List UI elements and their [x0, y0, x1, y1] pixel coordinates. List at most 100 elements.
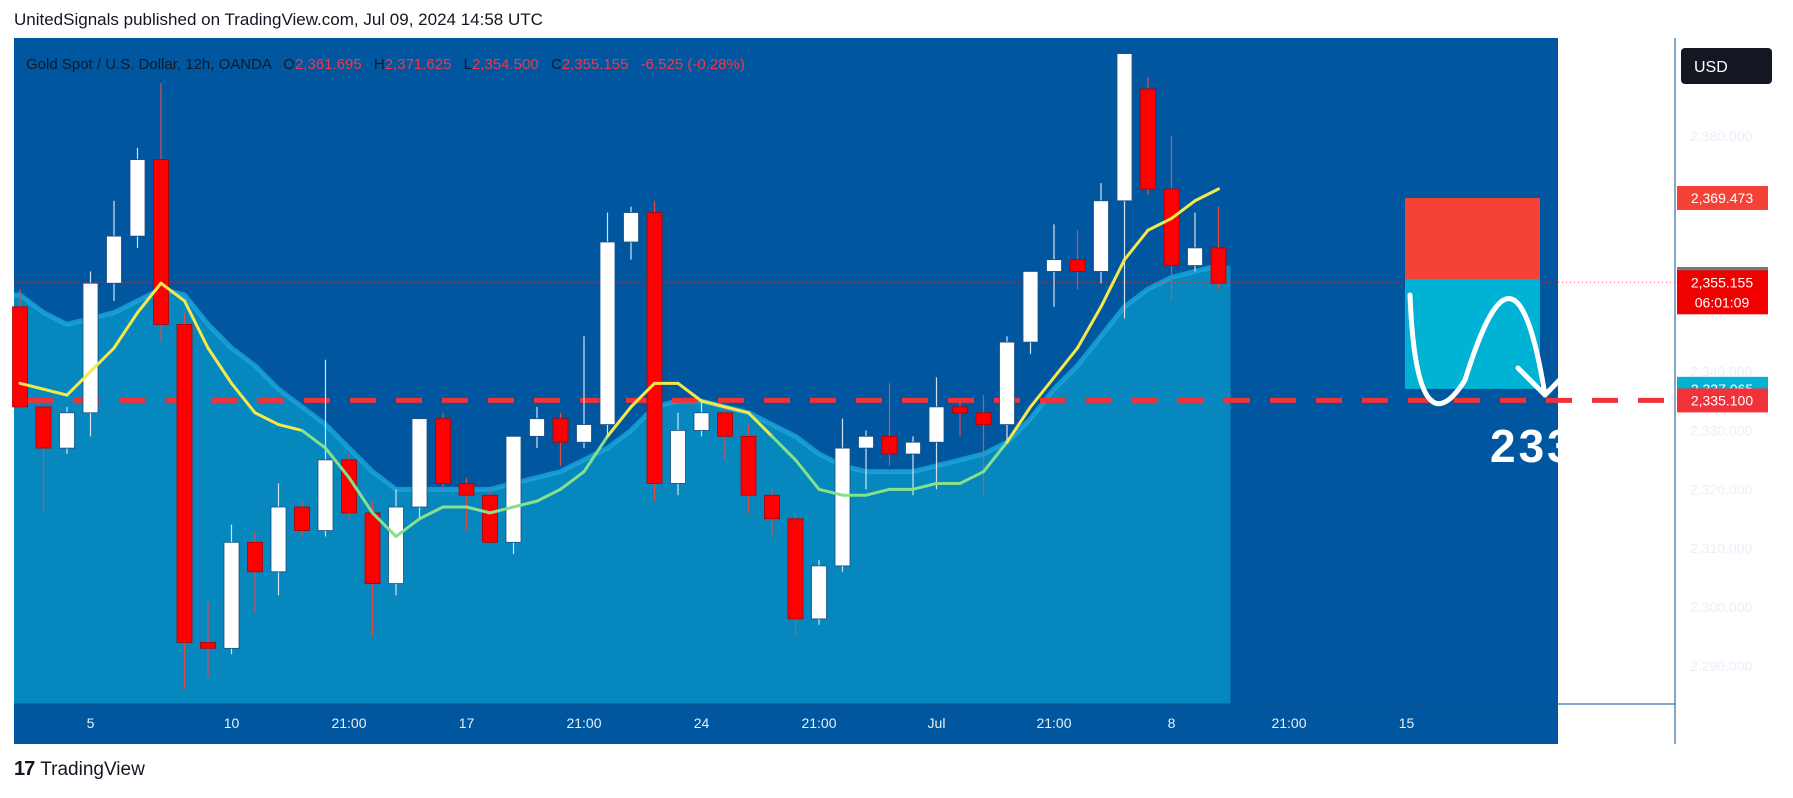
candle: [1210, 206, 1227, 290]
candle-body: [576, 424, 592, 443]
price-label: 2,335.100: [1677, 388, 1768, 413]
ma-segment: [958, 470, 985, 485]
price-axis[interactable]: 2,290.000 2,300.000 2,310.000 2,320.000 2,33…: [1690, 128, 1752, 674]
ma-segment: [65, 370, 92, 397]
candle-body: [529, 418, 545, 437]
candle: [294, 501, 310, 537]
candle: [505, 435, 522, 555]
ma-segment: [1099, 258, 1126, 309]
candle: [270, 483, 287, 596]
ma-segment: [18, 381, 45, 391]
candle-body: [1140, 88, 1156, 190]
candle: [106, 200, 122, 301]
candle-body: [176, 324, 193, 643]
candle-body: [458, 483, 475, 496]
x-tick-label: Jul: [928, 715, 946, 731]
moving-average-line: [18, 187, 1220, 538]
candle: [623, 206, 639, 260]
price-label: 2,355.155 06:01:09: [1677, 270, 1768, 315]
candle: [388, 489, 404, 596]
candle: [999, 336, 1015, 443]
candle-body: [482, 494, 498, 543]
candle: [1116, 53, 1133, 319]
projection-drawing[interactable]: [1407, 292, 1576, 407]
price-label-box: [1677, 185, 1768, 210]
candle-body: [787, 518, 804, 620]
x-tick-label: 24: [694, 715, 710, 731]
ma-segment: [606, 405, 633, 438]
price-axis-labels: 2,369.4732,355.7242,355.15506:01:092,337…: [1677, 185, 1768, 413]
candle-body: [928, 406, 945, 443]
candle: [552, 412, 569, 466]
candle-body: [1022, 271, 1039, 343]
candle-body: [670, 430, 686, 484]
candle: [200, 601, 216, 678]
candle: [952, 401, 968, 437]
candle-body: [552, 418, 569, 443]
ma-segment: [1076, 305, 1103, 350]
candle-body: [388, 506, 404, 584]
candle: [905, 436, 921, 496]
ma-segment: [488, 505, 515, 515]
candle: [599, 212, 616, 437]
ma-segment: [676, 381, 703, 403]
x-tick-label: 21:00: [331, 715, 366, 731]
candle-body: [646, 212, 663, 484]
candle-body: [975, 412, 992, 425]
candle-body: [247, 541, 263, 573]
y-tick-label: 2,300.000: [1690, 599, 1752, 615]
candle: [1069, 230, 1086, 290]
legend-low: 2,354.500: [472, 56, 539, 73]
ma-segment: [559, 470, 586, 491]
price-label: 2,369.473: [1677, 185, 1768, 210]
ma-segment: [230, 381, 257, 415]
candle-body: [106, 235, 122, 284]
candle: [928, 377, 945, 490]
tradingview-logo: 17: [14, 758, 35, 780]
currency-button[interactable]: USD: [1681, 48, 1772, 84]
ma-segment: [371, 511, 398, 538]
y-tick-label: 2,380.000: [1690, 128, 1752, 144]
legend-open-label: O: [283, 56, 295, 73]
candle: [82, 271, 99, 437]
candle: [693, 401, 710, 437]
time-axis[interactable]: 5 10 21:00 17 21:00 24 21:00 Jul 21:00 8 21:00 15: [87, 715, 1415, 731]
price-label-text: 2,369.473: [1691, 190, 1753, 206]
candle-body: [12, 306, 28, 408]
area-fill: [14, 265, 1231, 704]
ma-segment: [700, 399, 727, 409]
candle: [576, 336, 592, 449]
candle-body: [364, 512, 381, 584]
ma-segment: [1170, 199, 1197, 220]
legend-open: 2,361.695: [295, 56, 362, 73]
candle-body: [59, 412, 75, 449]
ma-segment: [982, 440, 1009, 474]
legend-symbol: Gold Spot / U.S. Dollar, 12h, OANDA: [26, 56, 272, 73]
ma-segment: [42, 387, 69, 397]
candle: [411, 418, 428, 519]
x-tick-label: 17: [459, 715, 475, 731]
candle: [670, 412, 686, 496]
candle-body: [599, 241, 616, 425]
projection-wave: [1407, 292, 1548, 407]
candle: [764, 489, 780, 537]
x-tick-label: 21:00: [566, 715, 601, 731]
ma-segment: [911, 481, 938, 491]
y-tick-label: 2,320.000: [1690, 481, 1752, 497]
candle: [12, 289, 28, 408]
candle-body: [435, 418, 451, 484]
ma-segment: [136, 281, 163, 315]
countdown-text: 06:01:09: [1695, 294, 1750, 310]
candle: [482, 489, 498, 543]
candle-body: [764, 494, 780, 520]
ma-segment: [465, 505, 492, 515]
candle-body: [200, 642, 216, 649]
ma-segment: [206, 346, 233, 385]
tradingview-footer: 17 TradingView: [14, 758, 145, 781]
candle: [59, 406, 75, 454]
legend-change: -6.525 (-0.28%): [641, 56, 745, 73]
y-tick-label: 2,340.000: [1690, 364, 1752, 380]
candle: [787, 512, 804, 637]
y-tick-label: 2,330.000: [1690, 422, 1752, 438]
